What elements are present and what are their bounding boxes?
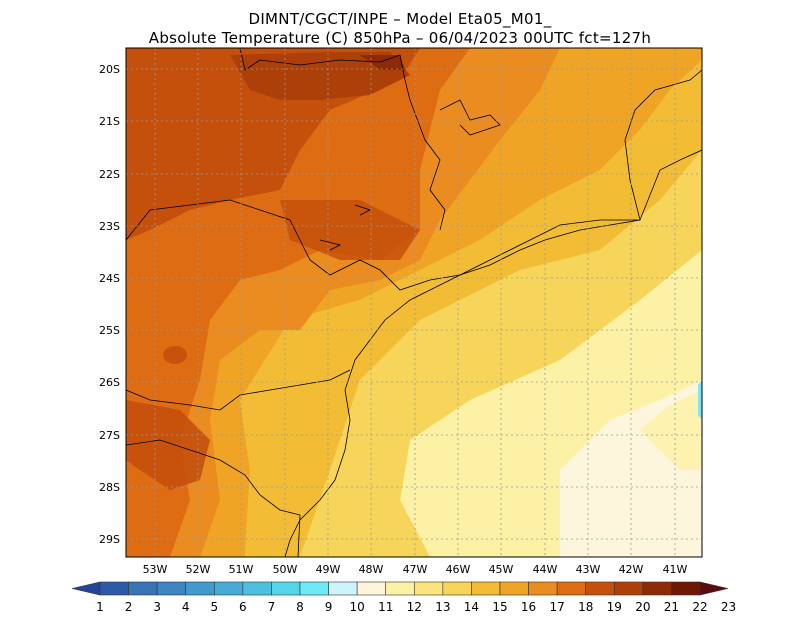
colorbar-cell xyxy=(585,581,615,596)
colorbar-label: 1 xyxy=(96,600,104,614)
chart-title-line1: DIMNT/CGCT/INPE – Model Eta05_M01_ xyxy=(248,10,552,28)
colorbar-label: 9 xyxy=(325,600,333,614)
colorbar-label: 8 xyxy=(296,600,304,614)
coastline xyxy=(284,149,702,557)
lon-label: 43W xyxy=(576,563,601,576)
lon-label: 42W xyxy=(619,563,644,576)
colorbar-label: 4 xyxy=(182,600,190,614)
colorbar-cell xyxy=(299,581,329,596)
state-border-south1 xyxy=(126,369,351,411)
colorbar-label: 10 xyxy=(350,600,365,614)
colorbar: 1 2 3 4 5 6 7 8 9 10 11 12 13 14 15 16 17 18 19 20 21 22 23 xyxy=(71,581,736,614)
lon-label: 48W xyxy=(359,563,384,576)
colorbar-cell xyxy=(156,581,187,596)
colorbar-cell xyxy=(413,581,444,596)
lon-label: 46W xyxy=(446,563,471,576)
colorbar-label: 11 xyxy=(378,600,393,614)
lake-furnas xyxy=(439,99,501,136)
colorbar-cell xyxy=(556,581,587,596)
field-amber-band xyxy=(240,60,702,557)
lat-label: 23S xyxy=(99,220,120,233)
lat-label: 21S xyxy=(99,115,120,128)
graticule xyxy=(126,48,702,557)
colorbar-label: 21 xyxy=(664,600,679,614)
lat-label: 26S xyxy=(99,376,120,389)
colorbar-label: 20 xyxy=(635,600,650,614)
colorbar-label: 15 xyxy=(492,600,507,614)
field-very-warm xyxy=(230,52,410,100)
colorbar-cell xyxy=(356,581,387,596)
colorbar-tip-left xyxy=(71,581,101,596)
colorbar-cell xyxy=(128,581,158,596)
lat-label: 24S xyxy=(99,272,120,285)
colorbar-cell xyxy=(671,581,701,596)
colorbar-label: 3 xyxy=(153,600,161,614)
colorbar-tip-right xyxy=(699,581,729,596)
colorbar-label: 17 xyxy=(550,600,565,614)
colorbar-label: 7 xyxy=(268,600,276,614)
coastline-borders xyxy=(126,48,702,557)
chart-title-line2: Absolute Temperature (C) 850hPa – 06/04/… xyxy=(148,29,652,47)
temperature-field xyxy=(126,48,702,557)
colorbar-cell xyxy=(442,581,472,596)
colorbar-cell xyxy=(213,581,244,596)
lat-label: 29S xyxy=(99,533,120,546)
colorbar-label: 13 xyxy=(435,600,450,614)
colorbar-label: 2 xyxy=(125,600,133,614)
lon-labels: 53W 52W 51W 50W 49W 48W 47W 46W 45W 44W … xyxy=(143,563,688,576)
lat-label: 20S xyxy=(99,63,120,76)
colorbar-label: 22 xyxy=(692,600,707,614)
state-border-east xyxy=(624,69,702,221)
state-border-mid xyxy=(126,199,641,291)
lon-label: 49W xyxy=(316,563,341,576)
colorbar-label: 12 xyxy=(407,600,422,614)
colorbar-label: 5 xyxy=(210,600,218,614)
lon-label: 50W xyxy=(273,563,298,576)
lon-label: 52W xyxy=(186,563,211,576)
colorbar-cell xyxy=(271,581,301,596)
lat-label: 28S xyxy=(99,481,120,494)
colorbar-label: 14 xyxy=(464,600,479,614)
colorbar-cell xyxy=(99,581,129,596)
colorbar-cell xyxy=(528,581,558,596)
lon-label: 53W xyxy=(143,563,168,576)
lat-label: 25S xyxy=(99,324,120,337)
colorbar-label: 19 xyxy=(607,600,622,614)
field-warm-dark-south xyxy=(126,400,210,490)
colorbar-cell xyxy=(385,581,415,596)
field-cyan-spot xyxy=(698,380,702,420)
lon-label: 47W xyxy=(403,563,428,576)
state-border-south2 xyxy=(126,439,301,516)
lon-label: 41W xyxy=(663,563,688,576)
colorbar-label: 6 xyxy=(239,600,247,614)
colorbar-cell xyxy=(328,581,358,596)
map-frame xyxy=(125,47,703,558)
colorbar-cell xyxy=(242,581,272,596)
lat-label: 27S xyxy=(99,429,120,442)
colorbar-cell xyxy=(613,581,644,596)
lat-labels: 20S 21S 22S 23S 24S 25S 26S 27S 28S 29S xyxy=(99,63,120,546)
colorbar-cell xyxy=(642,581,672,596)
lon-label: 51W xyxy=(229,563,254,576)
lat-label: 22S xyxy=(99,168,120,181)
colorbar-label: 16 xyxy=(521,600,536,614)
lon-label: 44W xyxy=(533,563,558,576)
colorbar-cell xyxy=(471,581,501,596)
lon-label: 45W xyxy=(489,563,514,576)
colorbar-cell xyxy=(185,581,215,596)
colorbar-cell xyxy=(499,581,529,596)
colorbar-label: 23 xyxy=(721,600,736,614)
state-border-ne xyxy=(239,48,446,231)
colorbar-label: 18 xyxy=(578,600,593,614)
